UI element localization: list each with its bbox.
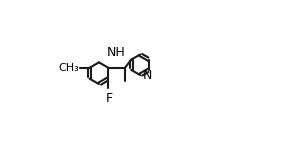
Text: NH: NH xyxy=(106,47,125,59)
Text: N: N xyxy=(142,69,152,82)
Text: F: F xyxy=(106,92,113,104)
Text: CH₃: CH₃ xyxy=(58,63,79,73)
